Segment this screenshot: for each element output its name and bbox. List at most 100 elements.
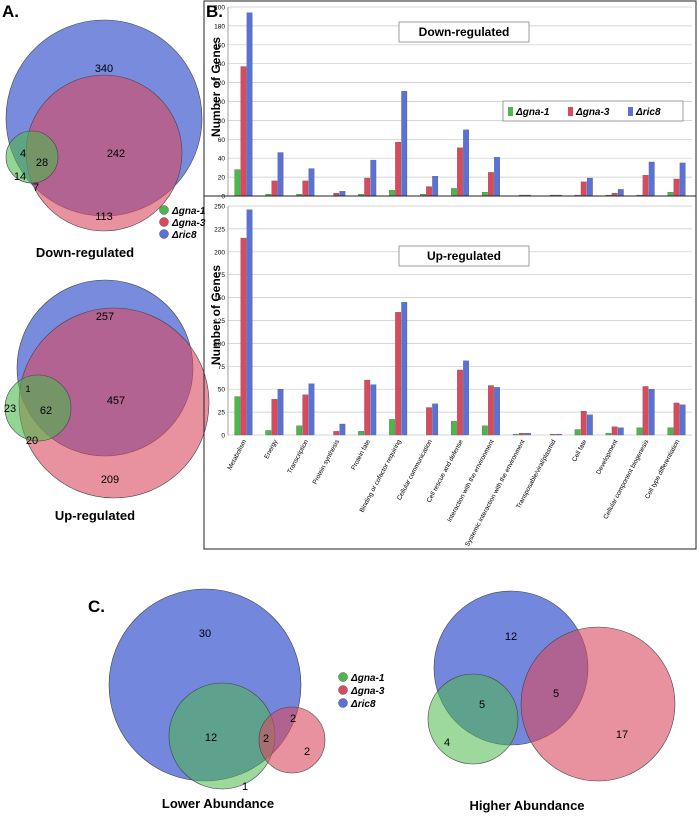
legend-marker-gna3: [159, 217, 169, 227]
x-tick-label: Protein synthesis: [312, 438, 342, 486]
bar-gna1: [234, 396, 241, 436]
venn-value: 17: [616, 729, 628, 741]
bar-gna3: [488, 172, 494, 197]
y-tick-label: 60: [218, 137, 226, 144]
legend-label: Δric8: [635, 107, 661, 118]
y-tick-label: 50: [218, 387, 226, 394]
y-tick-label: 25: [218, 410, 226, 417]
bar-ric8: [463, 360, 470, 436]
x-tick-labels: Metabolism Energy Transcription Protein syn…: [226, 438, 681, 548]
legend-label: Δgna-1: [350, 673, 385, 684]
venn-value: 257: [96, 311, 114, 323]
legend-label: Δgna-3: [350, 686, 385, 697]
venn-value: 20: [26, 435, 38, 447]
legend-label: Δgna-3: [575, 107, 610, 118]
bar-ric8: [617, 427, 624, 436]
bar-gna3: [457, 369, 463, 436]
bar-gna3: [426, 186, 432, 197]
venn-circle-gna1: [4, 374, 72, 442]
bar-gna1: [265, 430, 272, 436]
bar-gna3: [642, 175, 649, 197]
venn-value: 7: [33, 182, 39, 194]
bar-gna3: [395, 312, 402, 436]
y-tick-label: 0: [221, 433, 225, 440]
legend-box: [502, 100, 684, 122]
bar-ric8: [401, 90, 408, 197]
x-tick-label: Cell type differentiation: [644, 438, 681, 500]
bar-ric8: [277, 152, 284, 197]
venn-value: 28: [36, 157, 48, 169]
y-tick-label: 225: [214, 226, 225, 233]
x-tick-label: Metabolism: [226, 439, 248, 472]
venn-value: 1: [25, 384, 30, 394]
y-tick-label: 20: [218, 175, 226, 182]
venn-down-regulated: 340 242 113 4 14 28 7 Down-regulated: [5, 19, 203, 260]
bar-gna3: [271, 399, 278, 436]
legend-marker-ric8: [159, 229, 169, 239]
y-axis-label: Number of Genes: [209, 265, 223, 365]
bar-ric8: [463, 129, 470, 197]
venn-value: 457: [107, 395, 125, 407]
legend-marker-gna1: [159, 205, 169, 215]
bar-ric8: [679, 162, 686, 197]
bar-ric8: [494, 157, 500, 197]
bars: [234, 12, 686, 197]
bar-ric8: [277, 389, 284, 436]
legend-marker-gna1: [338, 672, 348, 682]
y-tick-label: 100: [214, 341, 225, 348]
y-tick-label: 40: [218, 156, 226, 163]
venn-value: 30: [199, 628, 211, 640]
y-tick-label: 180: [214, 23, 225, 30]
chart-title: Down-regulated: [419, 25, 510, 39]
bar-gna1: [481, 425, 488, 436]
y-tick-label: 250: [214, 204, 225, 211]
bar-gna3: [240, 237, 247, 436]
legend-label: Δric8: [350, 699, 376, 710]
bar-gna3: [549, 433, 556, 436]
bar-gna3: [240, 66, 247, 197]
venn-value: 4: [20, 148, 26, 160]
venn-value: 113: [95, 211, 113, 223]
bar-ric8: [525, 433, 531, 436]
bar-gna3: [642, 386, 649, 436]
x-tick-label: Transcription: [286, 438, 310, 475]
panel-label-a: A.: [2, 2, 19, 21]
venn-value: 4: [444, 737, 450, 749]
bar-gna1: [667, 427, 674, 436]
venn-lower-abundance: 30 12 2 2 2 1 Lower Abundance: [108, 588, 326, 811]
venn-circle-gna1: [5, 130, 59, 184]
bar-gna1: [389, 190, 395, 197]
bar-gna3: [395, 141, 402, 197]
chart-title-box: [398, 21, 530, 43]
bar-gna1: [512, 433, 519, 436]
bar-gna1: [450, 188, 457, 197]
venn-value: 12: [205, 732, 217, 744]
x-tick-label: Development: [595, 438, 619, 475]
venn-title: Higher Abundance: [469, 798, 584, 813]
legend-marker-gna3: [338, 685, 348, 695]
legend-label: Δgna-1: [171, 206, 206, 217]
y-tick-label: 200: [214, 5, 225, 12]
bar-gna1: [574, 429, 581, 436]
y-tick-label: 0: [221, 194, 225, 201]
y-tick-label: 80: [218, 118, 226, 125]
bar-gna3: [673, 178, 680, 197]
bar-ric8: [370, 159, 377, 197]
bar-gna3: [457, 147, 463, 197]
venn-higher-abundance: 12 5 5 4 17 Higher Abundance: [427, 590, 676, 813]
legend-b: Δgna-1 Δgna-3 Δric8: [502, 100, 684, 122]
chart-title-box: [398, 245, 530, 267]
venn-value: 2: [304, 746, 310, 758]
bar-ric8: [308, 168, 315, 197]
y-tick-label: 140: [214, 61, 225, 68]
bar-ric8: [586, 414, 593, 436]
venn-title: Down-regulated: [36, 245, 134, 260]
venn-value: 2: [290, 713, 296, 725]
bar-gna1: [234, 169, 241, 197]
venn-value: 5: [553, 688, 559, 700]
venn-value: 14: [14, 171, 26, 183]
bar-gna3: [673, 402, 680, 436]
bar-ric8: [586, 177, 593, 197]
y-tick-label: 75: [218, 364, 226, 371]
bar-gna1: [296, 425, 303, 436]
